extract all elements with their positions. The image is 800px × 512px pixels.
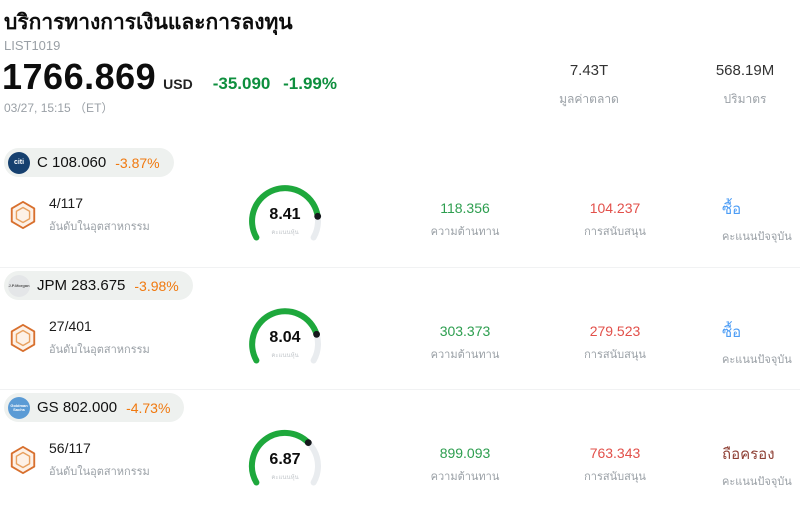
timestamp: 03/27, 15:15 （ET）	[4, 101, 114, 115]
list-id: LIST1019	[4, 38, 61, 53]
score-gauge: 8.04 คะแนนหุ้น	[237, 301, 333, 387]
volume-value: 568.19M	[715, 62, 775, 79]
signal-value: ซื้อ	[722, 201, 742, 218]
index-change: -35.090 -1.99%	[212, 74, 337, 93]
page-title: บริการทางการเงินและการลงทุน	[4, 11, 293, 34]
price-change: -3.87%	[115, 154, 160, 171]
stat-market-cap: 7.43T มูลค่าตลาด	[523, 62, 655, 109]
volume-label: ปริมาตร	[723, 92, 767, 106]
stock-row-citi: citi C 108.060 -3.87% 4/117 อันดับในอุตส…	[0, 145, 800, 267]
market-cap-value: 7.43T	[569, 62, 609, 79]
score-value: 8.41	[269, 206, 301, 223]
signal-value: ซื้อ	[722, 324, 742, 341]
signal-label: คะแนนปัจจุบัน	[722, 354, 792, 366]
ticker-price: C 108.060	[37, 154, 107, 171]
resistance-label: ความต้านทาน	[430, 226, 500, 238]
resistance-metric: 118.356 ความต้านทาน	[395, 200, 535, 240]
price-row: 1766.869 USD -35.090 -1.99%	[2, 56, 337, 98]
score-mini-label: คะแนนหุ้น	[271, 475, 299, 481]
signal-label: คะแนนปัจจุบัน	[722, 476, 792, 488]
resistance-value: 899.093	[439, 445, 491, 461]
signal-block: ถือครอง คะแนนปัจจุบัน	[722, 442, 798, 490]
ticker-price: JPM 283.675	[37, 277, 126, 294]
price-change: -3.98%	[134, 277, 179, 294]
signal-block: ซื้อ คะแนนปัจจุบัน	[722, 197, 798, 245]
resistance-label: ความต้านทาน	[430, 471, 500, 483]
stock-row-jpm: J.P.Morgan JPM 283.675 -3.98% 27/401 อัน…	[0, 267, 800, 390]
signal-value: ถือครอง	[722, 446, 775, 463]
support-label: การสนับสนุน	[584, 226, 646, 238]
stock-row-gs: Goldman Sachs GS 802.000 -4.73% 56/117 อ…	[0, 389, 800, 512]
stock-logo-icon: Goldman Sachs	[8, 396, 30, 419]
support-metric: 763.343 การสนับสนุน	[545, 445, 685, 485]
gauge-arc-icon	[249, 185, 322, 241]
stock-logo-icon: J.P.Morgan	[8, 274, 30, 297]
resistance-value: 118.356	[440, 200, 490, 216]
rank-label: อันดับในอุตสาหกรรม	[49, 466, 150, 478]
price-change: -4.73%	[126, 399, 171, 416]
score-value: 8.04	[269, 329, 301, 346]
score-mini-label: คะแนนหุ้น	[271, 230, 299, 236]
support-label: การสนับสนุน	[584, 349, 646, 361]
signal-block: ซื้อ คะแนนปัจจุบัน	[722, 320, 798, 368]
currency-label: USD	[163, 76, 193, 92]
support-value: 279.523	[589, 323, 641, 339]
gauge-arc-icon	[249, 308, 321, 364]
rank-badge-icon	[10, 445, 36, 475]
resistance-metric: 303.373 ความต้านทาน	[395, 323, 535, 363]
stat-volume: 568.19M ปริมาตร	[692, 62, 798, 109]
score-mini-label: คะแนนหุ้น	[271, 353, 299, 359]
support-metric: 104.237 การสนับสนุน	[545, 200, 685, 240]
support-value: 104.237	[589, 200, 641, 216]
stock-header-pill[interactable]: J.P.Morgan JPM 283.675 -3.98%	[4, 271, 193, 300]
market-cap-label: มูลค่าตลาด	[559, 92, 619, 106]
industry-rank: 4/117 อันดับในอุตสาหกรรม	[8, 195, 150, 235]
stock-header-pill[interactable]: citi C 108.060 -3.87%	[4, 148, 174, 177]
resistance-label: ความต้านทาน	[430, 349, 500, 361]
finance-dashboard: { "header": { "title": "บริการทางการเงิน…	[0, 11, 800, 488]
index-price: 1766.869	[2, 56, 157, 97]
rank-label: อันดับในอุตสาหกรรม	[49, 221, 150, 233]
industry-rank: 27/401 อันดับในอุตสาหกรรม	[8, 318, 150, 358]
support-value: 763.343	[589, 445, 641, 461]
rank-badge-icon	[10, 323, 36, 353]
rank-value: 27/401	[49, 318, 92, 334]
stock-header-pill[interactable]: Goldman Sachs GS 802.000 -4.73%	[4, 393, 185, 422]
stock-logo-icon: citi	[8, 151, 30, 174]
signal-label: คะแนนปัจจุบัน	[722, 231, 792, 243]
rank-label: อันดับในอุตสาหกรรม	[49, 344, 150, 356]
resistance-metric: 899.093 ความต้านทาน	[395, 445, 535, 485]
support-metric: 279.523 การสนับสนุน	[545, 323, 685, 363]
score-value: 6.87	[269, 451, 301, 468]
rank-value: 4/117	[49, 195, 83, 211]
gauge-arc-icon	[248, 429, 321, 486]
ticker-price: GS 802.000	[37, 399, 118, 416]
rank-badge-icon	[10, 200, 36, 230]
score-gauge: 8.41 คะแนนหุ้น	[237, 178, 333, 264]
industry-rank: 56/117 อันดับในอุตสาหกรรม	[8, 440, 150, 480]
support-label: การสนับสนุน	[584, 471, 646, 483]
resistance-value: 303.373	[439, 323, 491, 339]
score-gauge: 6.87 คะแนนหุ้น	[237, 423, 333, 509]
rank-value: 56/117	[49, 440, 91, 456]
